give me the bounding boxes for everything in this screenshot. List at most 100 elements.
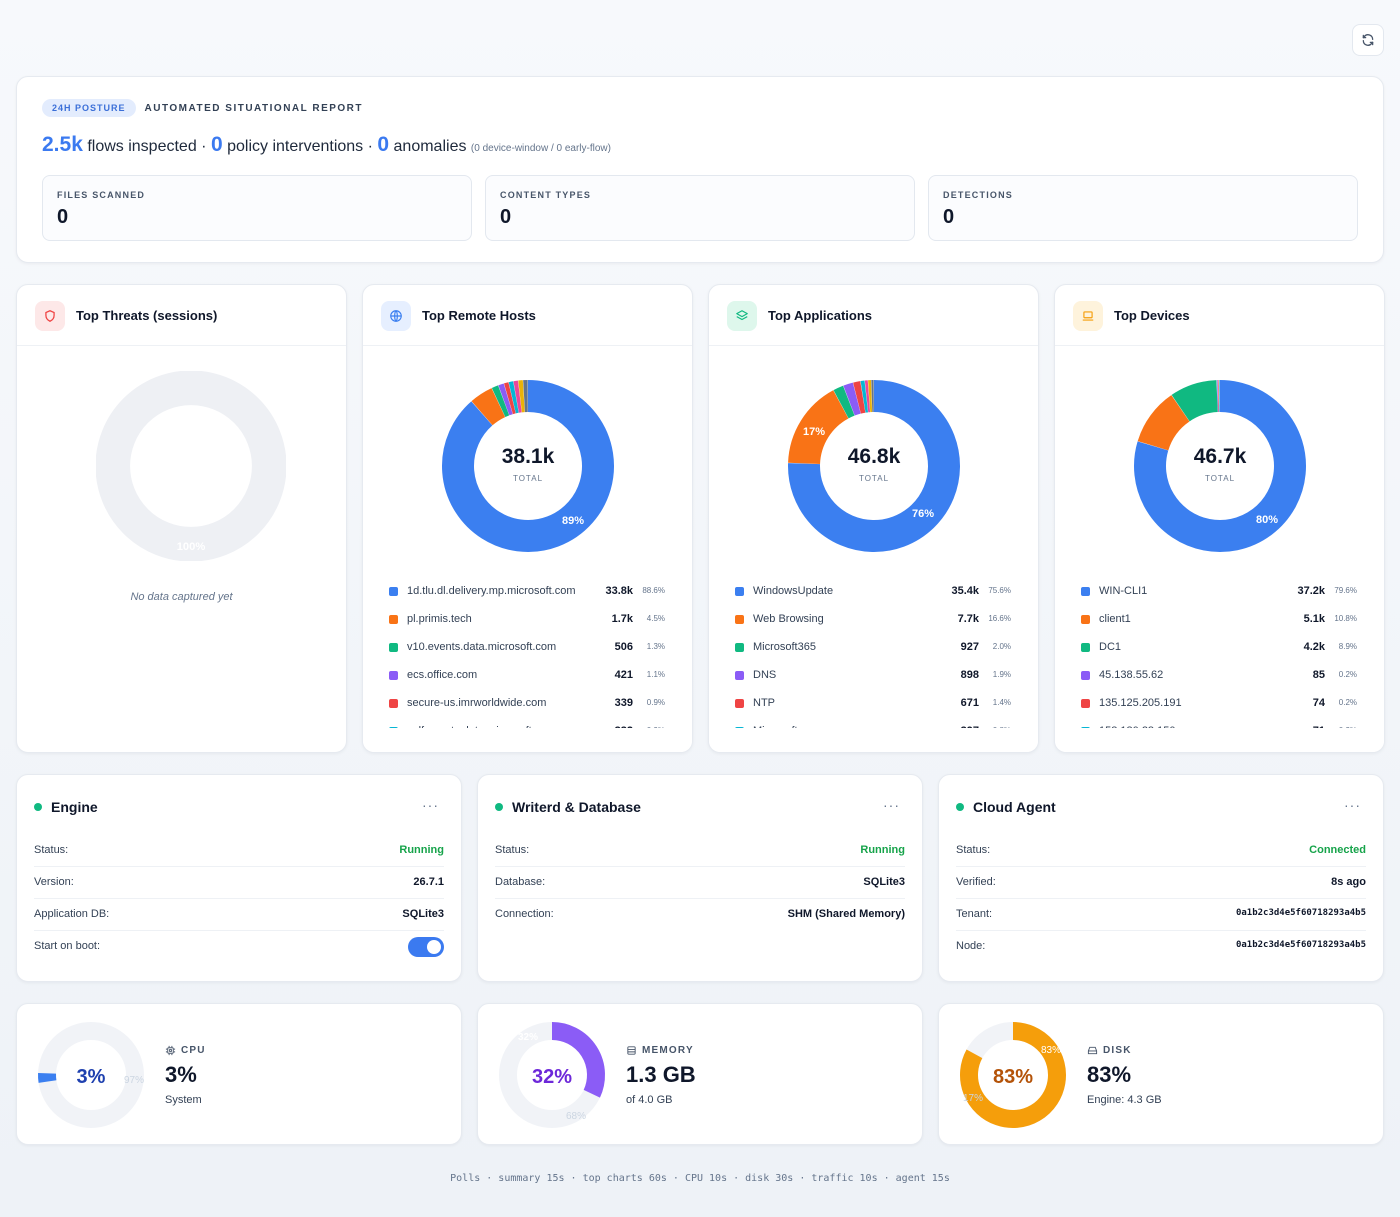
hosts-legend: 1d.tlu.dl.delivery.mp.microsoft.com 33.8k… [389, 584, 679, 752]
detections-stat: DETECTIONS 0 [928, 175, 1358, 241]
refresh-button[interactable] [1352, 24, 1384, 56]
legend-swatch [735, 643, 744, 652]
donut-segment[interactable] [498, 383, 513, 416]
legend-percent: 1.9% [992, 670, 1011, 679]
donut-total-label: TOTAL [513, 474, 543, 483]
donut-segment[interactable] [442, 380, 614, 552]
engine-card: Engine ··· Status: Running Version: 26.7… [16, 774, 462, 982]
gauge-center-text: 32% [532, 1066, 572, 1088]
no-data-message: No data captured yet [130, 591, 233, 603]
donut-total: 46.8k [848, 445, 901, 468]
label-text: DISK [1103, 1045, 1132, 1056]
donut-segment[interactable] [788, 380, 960, 552]
row-value: 0a1b2c3d4e5f60718293a4b5 [1235, 940, 1366, 950]
writerd-card: Writerd & Database ··· Status: Running D… [477, 774, 923, 982]
legend-item[interactable]: DC1 4.2k 8.9% [1081, 640, 1371, 668]
legend-name: Web Browsing [753, 613, 824, 625]
stat-value: 0 [943, 206, 955, 228]
donut-segment[interactable] [1134, 380, 1306, 552]
status-dot [956, 803, 964, 811]
legend-percent: 0.2% [1338, 698, 1357, 707]
donut-segment[interactable] [1137, 395, 1191, 452]
situational-report-card: 24H POSTURE AUTOMATED SITUATIONAL REPORT… [16, 76, 1384, 263]
legend-name: 45.138.55.62 [1099, 669, 1164, 681]
legend-swatch [735, 615, 744, 624]
more-menu-icon[interactable]: ··· [422, 797, 439, 813]
legend-item[interactable]: 45.138.55.62 85 0.2% [1081, 668, 1371, 696]
row-value: 8s ago [1331, 876, 1366, 888]
legend-percent: 88.6% [642, 586, 665, 595]
legend-item[interactable]: Web Browsing 7.7k 16.6% [735, 612, 1025, 640]
donut-segment[interactable] [471, 388, 506, 426]
legend-name: Microsoft365 [753, 641, 816, 653]
legend-percent: 75.6% [988, 586, 1011, 595]
donut-segment[interactable] [833, 385, 855, 419]
top-applications-card: Top Applications 46.8k TOTAL 76% 17% Win… [708, 284, 1039, 753]
legend-name: WindowsUpdate [753, 585, 834, 597]
apps-legend: WindowsUpdate 35.4k 75.6% Web Browsing 7.7k 1… [735, 584, 1025, 752]
label-text: CPU [181, 1045, 206, 1056]
row-value: Running [860, 844, 905, 856]
more-menu-icon[interactable]: ··· [883, 797, 900, 813]
legend-count: 85 [1312, 669, 1325, 681]
card-header: Top Devices [1055, 285, 1384, 346]
flows-text: flows inspected · [87, 138, 207, 155]
disk-icon [1087, 1046, 1098, 1055]
legend-item[interactable]: NTP 671 1.4% [735, 696, 1025, 724]
card-header: Top Remote Hosts [363, 285, 692, 346]
legend-percent: 8.9% [1338, 642, 1357, 651]
legend-fade [709, 728, 1038, 752]
legend-count: 37.2k [1297, 585, 1325, 597]
legend-item[interactable]: client1 5.1k 10.8% [1081, 612, 1371, 640]
legend-item[interactable]: 135.125.205.191 74 0.2% [1081, 696, 1371, 724]
legend-item[interactable]: DNS 898 1.9% [735, 668, 1025, 696]
label-text: MEMORY [642, 1045, 694, 1056]
gauge-arc [551, 1022, 605, 1098]
legend-item[interactable]: v10.events.data.microsoft.com 506 1.3% [389, 640, 679, 668]
donut-segment[interactable] [513, 380, 522, 413]
start-on-boot-toggle[interactable] [408, 937, 444, 957]
gauge-used-label: 83% [1041, 1045, 1061, 1056]
row-key: Database: [495, 876, 546, 888]
legend-count: 7.7k [957, 613, 979, 625]
donut-segment[interactable] [491, 385, 510, 418]
legend-item[interactable]: pl.primis.tech 1.7k 4.5% [389, 612, 679, 640]
cloud-agent-card: Cloud Agent ··· Status: Connected Verifi… [938, 774, 1384, 982]
report-headline: 2.5k flows inspected · 0 policy interven… [42, 133, 611, 157]
layers-icon [727, 301, 757, 331]
gauge-arc [960, 1022, 1066, 1128]
legend-percent: 1.3% [646, 642, 665, 651]
stat-label: DETECTIONS [943, 190, 1014, 200]
posture-pill: 24H POSTURE [42, 99, 136, 117]
donut-segment[interactable] [508, 381, 519, 414]
legend-item[interactable]: ecs.office.com 421 1.1% [389, 668, 679, 696]
legend-item[interactable]: Microsoft365 927 2.0% [735, 640, 1025, 668]
donut-segment[interactable] [853, 381, 866, 414]
gauge-rest-label: 68% [566, 1111, 586, 1122]
legend-item[interactable]: secure-us.imrworldwide.com 339 0.9% [389, 696, 679, 724]
row-key: Status: [956, 844, 991, 856]
legend-item[interactable]: WIN-CLI1 37.2k 79.6% [1081, 584, 1371, 612]
gauge-center-text: 83% [993, 1066, 1033, 1088]
card-title: Top Threats (sessions) [76, 308, 218, 323]
major-segment-label: 80% [1256, 514, 1278, 526]
legend-swatch [1081, 699, 1090, 708]
legend-swatch [389, 699, 398, 708]
donut-segment[interactable] [504, 382, 516, 415]
gauge-center-text: 3% [77, 1066, 106, 1088]
legend-swatch [389, 587, 398, 596]
more-menu-icon[interactable]: ··· [1344, 797, 1361, 813]
legend-percent: 4.5% [646, 614, 665, 623]
legend-item[interactable]: WindowsUpdate 35.4k 75.6% [735, 584, 1025, 612]
cpu-label: CPU [165, 1045, 206, 1056]
legend-item[interactable]: 1d.tlu.dl.delivery.mp.microsoft.com 33.8k… [389, 584, 679, 612]
empty-ring [96, 371, 286, 561]
donut-segment[interactable] [843, 382, 861, 416]
donut-segment[interactable] [788, 390, 849, 465]
legend-percent: 0.2% [1338, 670, 1357, 679]
legend-percent: 1.4% [992, 698, 1011, 707]
apps-donut: 46.8k TOTAL 76% 17% [788, 380, 960, 552]
donut-segment[interactable] [1171, 380, 1219, 422]
legend-name: client1 [1099, 613, 1131, 625]
memory-gauge: 32% 32% 68% [499, 1022, 605, 1128]
